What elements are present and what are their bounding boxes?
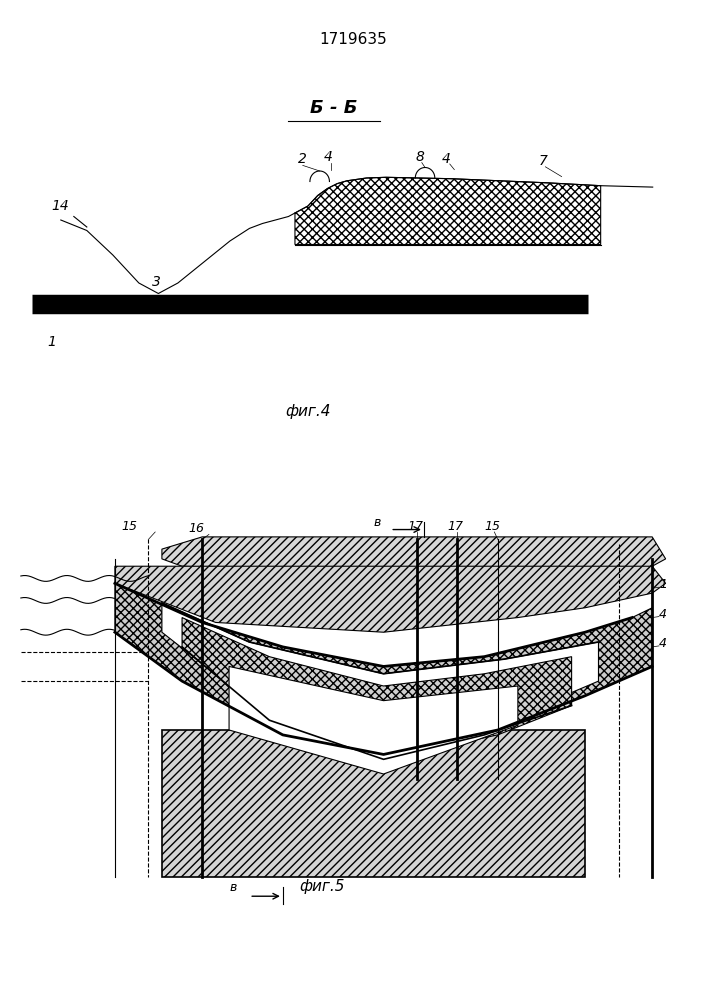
Polygon shape <box>115 566 666 632</box>
Polygon shape <box>162 537 666 581</box>
Polygon shape <box>229 666 518 774</box>
Text: 1: 1 <box>48 335 57 349</box>
Text: 7: 7 <box>539 154 548 168</box>
Text: 1: 1 <box>659 578 667 591</box>
Text: Б - Б: Б - Б <box>310 99 358 117</box>
Text: в: в <box>229 881 236 894</box>
Text: в: в <box>373 516 381 529</box>
Text: 14: 14 <box>51 199 69 213</box>
Text: 15: 15 <box>484 520 501 533</box>
Text: фиг.5: фиг.5 <box>300 879 345 894</box>
Text: 2: 2 <box>298 152 307 166</box>
Text: 4: 4 <box>659 637 667 650</box>
Polygon shape <box>295 177 601 245</box>
Text: 4: 4 <box>325 150 333 164</box>
Text: 17: 17 <box>448 520 463 533</box>
Text: 1719635: 1719635 <box>320 32 387 47</box>
Text: 4: 4 <box>659 608 667 621</box>
Polygon shape <box>115 583 653 754</box>
Polygon shape <box>162 603 598 740</box>
Text: 3: 3 <box>152 275 160 290</box>
Text: 8: 8 <box>415 150 424 164</box>
Text: 16: 16 <box>189 522 205 535</box>
Text: 4: 4 <box>441 152 450 166</box>
Polygon shape <box>182 618 572 759</box>
Text: 15: 15 <box>122 520 138 533</box>
Polygon shape <box>162 730 585 877</box>
Text: фиг.4: фиг.4 <box>285 404 331 419</box>
Text: 17: 17 <box>407 520 423 533</box>
